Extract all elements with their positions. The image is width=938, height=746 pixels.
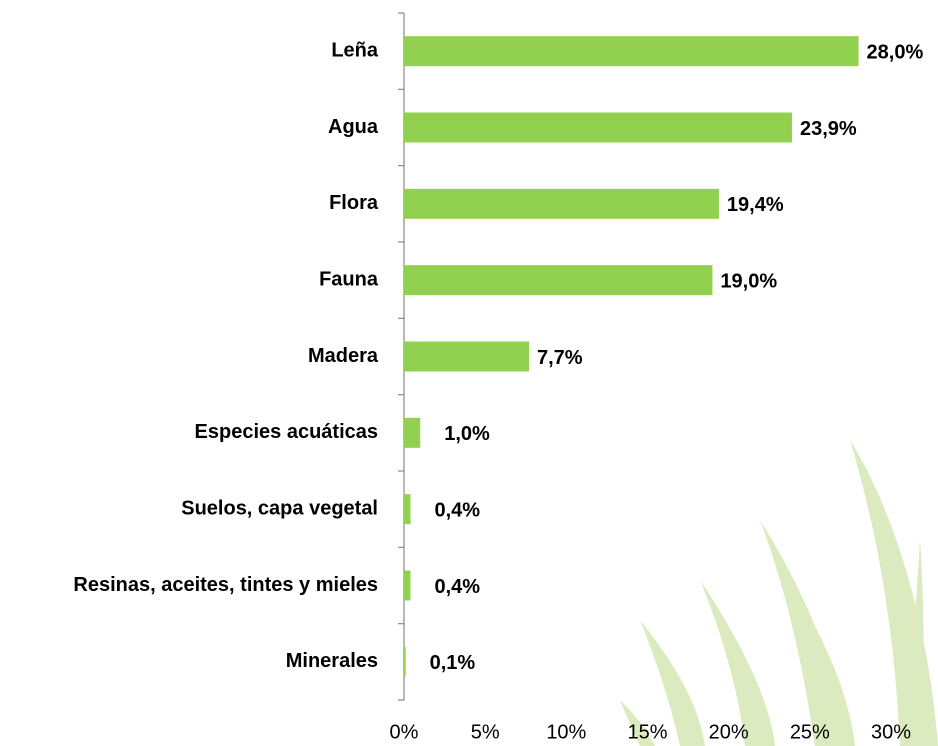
y-tick-label: Resinas, aceites, tintes y mieles (73, 574, 378, 596)
bar (404, 646, 406, 677)
value-label: 23,9% (800, 118, 857, 140)
y-tick-label: Flora (329, 192, 379, 214)
value-label: 19,0% (720, 270, 777, 292)
x-tick-label: 20% (709, 721, 749, 743)
value-label: 0,4% (434, 576, 480, 598)
y-tick-label: Especies acuáticas (195, 421, 378, 443)
x-tick-label: 5% (471, 721, 500, 743)
bar (404, 112, 792, 143)
y-tick-label: Madera (308, 345, 379, 367)
value-label: 1,0% (444, 423, 490, 445)
value-label: 28,0% (867, 41, 924, 63)
bar (404, 36, 859, 67)
bar (404, 417, 421, 448)
value-label: 0,4% (434, 499, 480, 521)
x-tick-label: 10% (546, 721, 586, 743)
x-tick-label: 25% (790, 721, 830, 743)
y-tick-label: Fauna (319, 268, 379, 290)
y-tick-label: Minerales (286, 650, 378, 672)
y-tick-label: Suelos, capa vegetal (181, 497, 378, 519)
x-tick-label: 15% (627, 721, 667, 743)
x-tick-label: 0% (390, 721, 419, 743)
x-tick-label: 30% (871, 721, 911, 743)
value-label: 19,4% (727, 194, 784, 216)
bar (404, 188, 719, 219)
y-tick-label: Agua (328, 116, 379, 138)
y-tick-label: Leña (331, 39, 379, 61)
bar (404, 570, 411, 601)
bar (404, 341, 529, 372)
background-grass (620, 440, 938, 746)
value-label: 0,1% (430, 652, 476, 674)
value-label: 7,7% (537, 347, 583, 369)
bar (404, 494, 411, 525)
bar (404, 265, 713, 296)
